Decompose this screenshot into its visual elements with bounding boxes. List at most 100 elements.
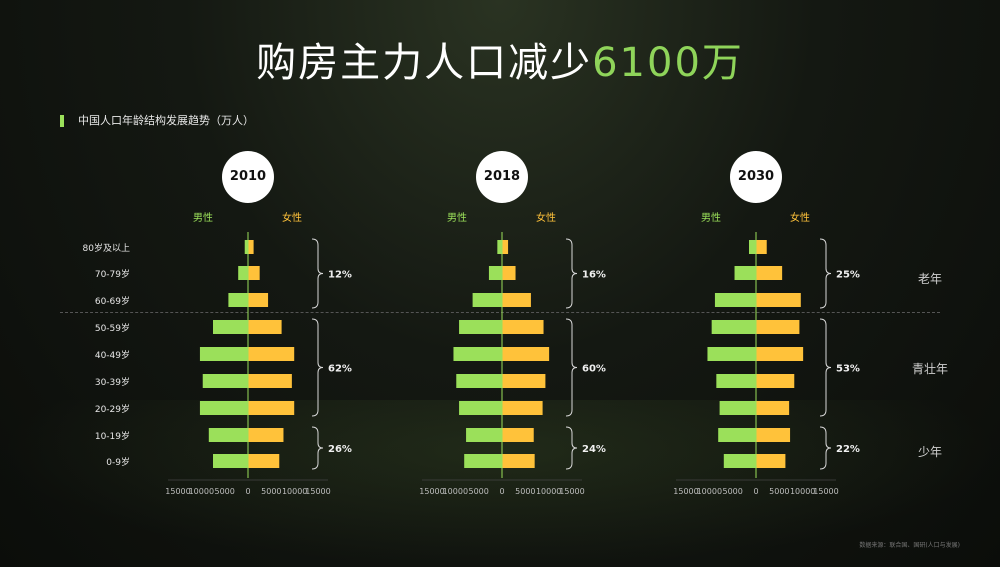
- x-tick-label: 15000: [305, 487, 330, 496]
- bar-male: [749, 240, 756, 254]
- x-tick-label: 5000: [261, 487, 281, 496]
- background-glow: [0, 400, 1000, 567]
- x-tick-label: 15000: [559, 487, 584, 496]
- bar-female: [756, 347, 804, 361]
- age-label: 70-79岁: [94, 270, 130, 280]
- x-tick-label: 0: [245, 487, 250, 496]
- bar-male: [199, 347, 248, 361]
- group-brace: [819, 238, 832, 309]
- bar-female: [248, 293, 269, 307]
- x-tick-label: 10000: [443, 487, 468, 496]
- x-tick-label: 5000: [214, 487, 234, 496]
- age-label: 20-29岁: [94, 405, 130, 415]
- age-label: 0-9岁: [106, 458, 130, 468]
- page-title: 购房主力人口减少6100万: [0, 30, 1000, 88]
- group-percentage: 12%: [328, 270, 352, 281]
- bar-male: [472, 293, 502, 307]
- age-label: 80岁及以上: [82, 244, 130, 254]
- group-brace: [819, 426, 832, 470]
- legend-female: 女性: [536, 213, 556, 224]
- bar-male: [464, 454, 502, 468]
- bar-female: [502, 240, 509, 254]
- x-tick-label: 0: [753, 487, 758, 496]
- bar-female: [756, 428, 791, 442]
- bar-female: [248, 347, 295, 361]
- bar-female: [502, 293, 531, 307]
- group-percentage: 22%: [836, 444, 860, 455]
- x-tick-label: 5000: [769, 487, 789, 496]
- legend-female: 女性: [790, 213, 810, 224]
- group-label-working-age: 青壮年: [911, 362, 948, 376]
- bar-male: [707, 347, 756, 361]
- age-label: 10-19岁: [94, 432, 130, 442]
- group-percentage: 53%: [836, 364, 860, 375]
- bar-female: [756, 454, 786, 468]
- group-brace: [311, 318, 324, 417]
- age-label: 60-69岁: [94, 297, 130, 307]
- legend-male: 男性: [447, 213, 467, 224]
- bar-male: [213, 320, 248, 334]
- bar-male: [723, 454, 756, 468]
- x-tick-label: 5000: [515, 487, 535, 496]
- bar-female: [248, 374, 292, 388]
- bar-female: [248, 266, 260, 280]
- x-tick-label: 10000: [282, 487, 307, 496]
- x-tick-label: 10000: [790, 487, 815, 496]
- group-brace: [565, 426, 578, 470]
- bar-female: [248, 401, 295, 415]
- group-label-youth: 少年: [917, 445, 942, 459]
- bar-male: [734, 266, 756, 280]
- subtitle-marker: [60, 115, 64, 127]
- x-tick-label: 15000: [673, 487, 698, 496]
- group-brace: [311, 238, 324, 309]
- x-tick-label: 10000: [189, 487, 214, 496]
- x-tick-label: 0: [499, 487, 504, 496]
- bar-female: [248, 428, 284, 442]
- x-tick-label: 5000: [468, 487, 488, 496]
- legend-female: 女性: [282, 213, 302, 224]
- bar-male: [453, 347, 502, 361]
- legend-male: 男性: [193, 213, 213, 224]
- bar-female: [502, 401, 543, 415]
- group-brace: [565, 238, 578, 309]
- bar-male: [716, 374, 756, 388]
- chart-subtitle: 中国人口年龄结构发展趋势（万人）: [78, 114, 254, 127]
- group-label-elderly: 老年: [917, 272, 942, 286]
- bar-female: [756, 293, 801, 307]
- bar-male: [456, 374, 502, 388]
- x-tick-label: 15000: [813, 487, 838, 496]
- bar-female: [756, 320, 800, 334]
- year-badge: 2018: [476, 151, 528, 203]
- year-badge: 2030: [730, 151, 782, 203]
- page-title-main: 购房主力人口减少: [256, 40, 593, 86]
- bar-female: [502, 428, 534, 442]
- bar-male: [238, 266, 248, 280]
- bar-female: [502, 320, 544, 334]
- bar-female: [502, 347, 550, 361]
- group-percentage: 16%: [582, 270, 606, 281]
- bar-male: [711, 320, 756, 334]
- group-brace: [819, 318, 832, 417]
- bar-female: [248, 320, 282, 334]
- age-label: 30-39岁: [94, 378, 130, 388]
- bar-female: [756, 240, 767, 254]
- bar-female: [248, 240, 254, 254]
- year-badge: 2010: [222, 151, 274, 203]
- group-percentage: 24%: [582, 444, 606, 455]
- age-label: 40-49岁: [94, 351, 130, 361]
- bar-male: [466, 428, 502, 442]
- bar-male: [202, 374, 248, 388]
- bar-male: [228, 293, 248, 307]
- bar-male: [497, 240, 502, 254]
- page-title-highlight: 6100万: [592, 40, 744, 86]
- group-percentage: 62%: [328, 364, 352, 375]
- group-percentage: 60%: [582, 364, 606, 375]
- group-percentage: 25%: [836, 270, 860, 281]
- bar-female: [756, 266, 783, 280]
- bar-female: [248, 454, 280, 468]
- bar-male: [213, 454, 248, 468]
- x-tick-label: 15000: [419, 487, 444, 496]
- x-tick-label: 5000: [722, 487, 742, 496]
- bar-male: [244, 240, 248, 254]
- group-brace: [565, 318, 578, 417]
